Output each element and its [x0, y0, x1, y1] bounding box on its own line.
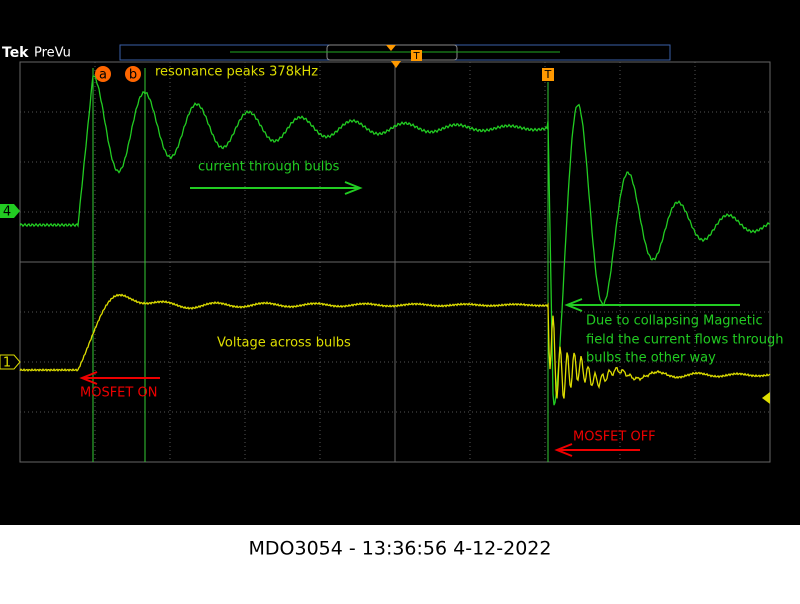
- ch1-label: 1: [3, 356, 11, 371]
- cursor-b-badge: [125, 66, 141, 82]
- ch4-trace: [19, 75, 770, 406]
- trigger-label: T: [544, 68, 552, 81]
- cursor-a-label: a: [99, 68, 107, 83]
- ch1-marker: [0, 354, 21, 370]
- mode: PreVu: [34, 46, 71, 61]
- collapse-line: Due to collapsing Magnetic: [586, 314, 763, 329]
- ch4-label: 4: [3, 205, 11, 220]
- current-note: current through bulbs: [198, 160, 340, 175]
- caption: MDO3054 - 13:36:56 4-12-2022: [249, 538, 552, 560]
- cursor-b-label: b: [129, 68, 137, 83]
- record-trig-box: [411, 50, 422, 61]
- current-arrow: [190, 181, 363, 195]
- ch1-trig-level: [762, 392, 770, 404]
- cursor-a-badge: [95, 66, 111, 82]
- ch4-marker: [0, 204, 20, 218]
- collapse-line: field the current flows through: [586, 333, 783, 348]
- mosfet-off-arrow: [554, 443, 640, 457]
- mosfet-off-note: MOSFET OFF: [573, 430, 656, 445]
- trigger-badge: [542, 68, 554, 81]
- collapse-arrow: [564, 298, 740, 312]
- ch1-trace: [19, 293, 771, 399]
- mosfet-on-arrow: [79, 371, 160, 385]
- time-pos: [391, 61, 401, 68]
- record-pos: [386, 45, 396, 51]
- mosfet-on-note: MOSFET ON: [80, 386, 157, 401]
- record-trig: T: [412, 51, 420, 62]
- voltage-note: Voltage across bulbs: [217, 336, 351, 351]
- collapse-line: bulbs the other way: [586, 351, 716, 366]
- brand: Tek: [2, 45, 29, 61]
- resonance-note: resonance peaks 378kHz: [155, 65, 318, 80]
